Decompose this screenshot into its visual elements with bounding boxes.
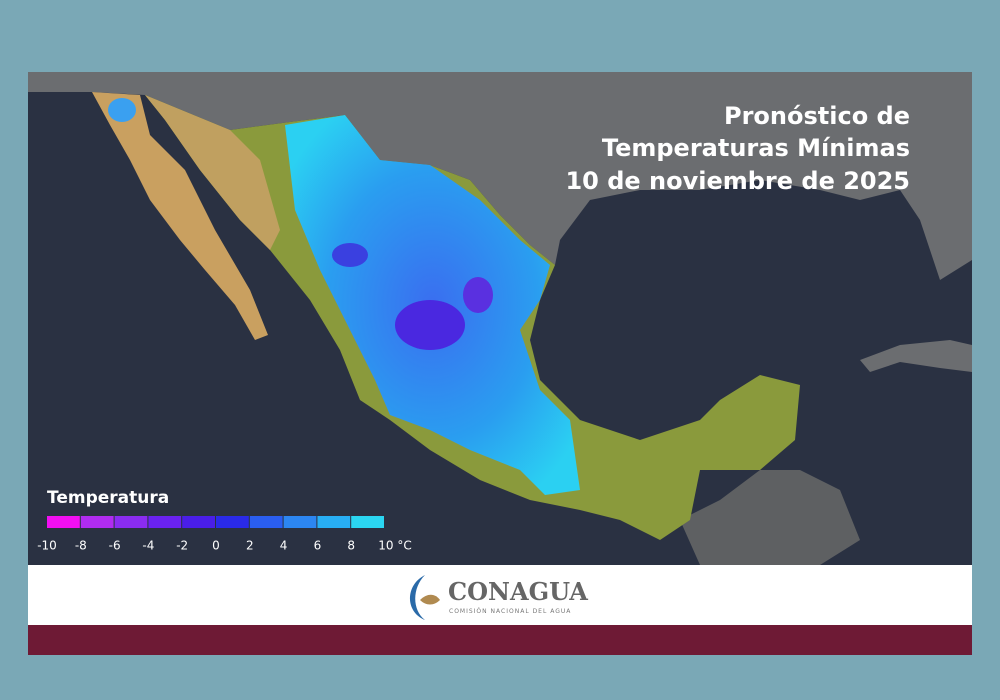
legend-tick-label: 10 °C: [378, 539, 411, 553]
legend-swatch: [182, 516, 215, 528]
legend-swatch: [80, 516, 114, 528]
legend-swatch: [283, 516, 317, 528]
legend-tick-label: -10: [37, 539, 57, 553]
legend-swatch: [47, 516, 80, 528]
title-line: 10 de noviembre de 2025: [565, 167, 910, 195]
legend-swatch: [249, 516, 283, 528]
sonora: [145, 95, 280, 250]
title-line: Pronóstico de: [724, 102, 910, 130]
legend-tick-label: 0: [212, 539, 220, 553]
legend-swatch: [114, 516, 148, 528]
legend-tick-label: -4: [142, 539, 154, 553]
cold-core: [332, 243, 368, 267]
cold-core: [463, 277, 493, 313]
map: [28, 72, 972, 565]
legend-tick-label: 6: [314, 539, 322, 553]
legend: -10 -8 -6 -4 -2 0 2 4 6 8 10 °C: [37, 516, 412, 553]
legend-swatch: [148, 516, 182, 528]
legend-title: Temperatura: [47, 488, 169, 508]
cold-spot: [108, 98, 136, 122]
central-america: [680, 470, 860, 565]
logo-icon: [420, 594, 440, 605]
legend-tick-label: 4: [280, 539, 288, 553]
footer: [28, 565, 972, 625]
logo-text: CONAGUA: [448, 577, 588, 606]
legend-tick-label: -8: [75, 539, 87, 553]
usa-land: [28, 72, 972, 280]
logo: CONAGUA COMISIÓN NACIONAL DEL AGUA: [410, 575, 588, 620]
logo-icon: [410, 575, 425, 620]
logo-subtitle: COMISIÓN NACIONAL DEL AGUA: [449, 608, 571, 615]
cuba: [860, 340, 972, 372]
legend-tick-label: 8: [347, 539, 355, 553]
legend-tick-label: -2: [176, 539, 188, 553]
baja-california: [92, 92, 268, 340]
legend-swatch: [216, 516, 249, 528]
legend-tick-label: -6: [109, 539, 121, 553]
title: Pronóstico de Temperaturas Mínimas 10 de…: [565, 102, 910, 195]
legend-swatch: [317, 516, 351, 528]
cold-core: [395, 300, 465, 350]
title-line: Temperaturas Mínimas: [602, 134, 910, 162]
footer-band: [28, 625, 972, 655]
legend-swatch: [351, 516, 384, 528]
legend-tick-label: 2: [246, 539, 254, 553]
